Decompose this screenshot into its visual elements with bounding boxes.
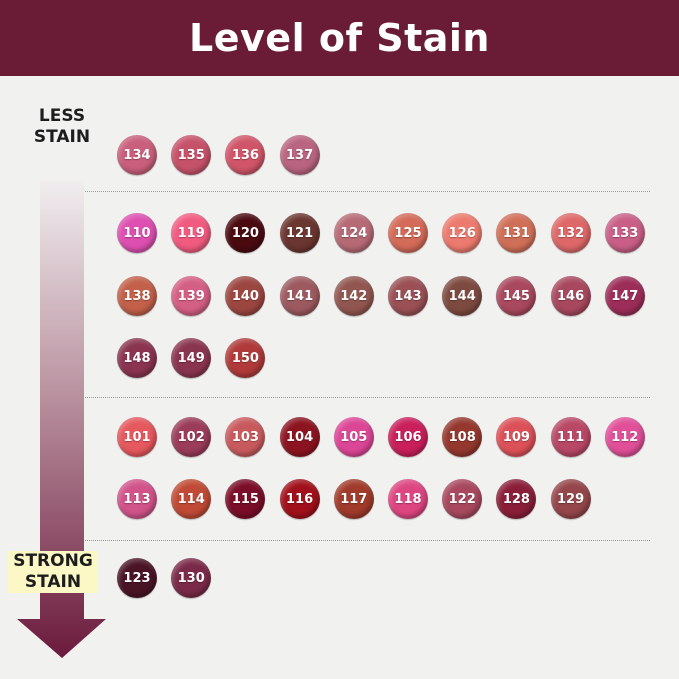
shade-swatch-123: 123 (117, 558, 157, 598)
shade-swatch-137: 137 (279, 135, 320, 175)
group-divider (85, 397, 650, 398)
shade-swatch-147: 147 (604, 276, 645, 316)
page-title: Level of Stain (189, 16, 490, 60)
shade-swatch-129: 129 (550, 479, 591, 519)
shade-swatch-135: 135 (171, 135, 212, 175)
strong-stain-label: STRONG STAIN (8, 551, 98, 593)
shade-swatch-105: 105 (333, 417, 374, 457)
shade-swatch-139: 139 (171, 276, 212, 316)
shade-swatch-145: 145 (496, 276, 537, 316)
shade-swatch-143: 143 (388, 276, 428, 316)
shade-swatch-132: 132 (550, 213, 591, 253)
shade-swatch-111: 111 (550, 417, 591, 457)
shade-swatch-131: 131 (496, 213, 537, 253)
shade-swatch-138: 138 (117, 276, 157, 316)
shade-swatch-101: 101 (117, 417, 157, 457)
shade-swatch-148: 148 (117, 338, 157, 378)
shade-swatch-142: 142 (333, 276, 374, 316)
shade-swatch-109: 109 (496, 417, 537, 457)
shade-swatch-106: 106 (388, 417, 428, 457)
shade-swatch-125: 125 (388, 213, 428, 253)
shade-swatch-103: 103 (225, 417, 266, 457)
shade-swatch-117: 117 (333, 479, 374, 519)
title-banner: Level of Stain (0, 0, 679, 76)
group-divider (85, 191, 650, 192)
shade-swatch-136: 136 (225, 135, 266, 175)
shade-swatch-119: 119 (171, 213, 212, 253)
shade-swatch-112: 112 (604, 417, 645, 457)
shade-swatch-114: 114 (171, 479, 212, 519)
shade-swatch-120: 120 (225, 213, 266, 253)
group-divider (85, 540, 650, 541)
shade-swatch-140: 140 (225, 276, 266, 316)
stain-scale-arrow (17, 180, 106, 658)
shade-swatch-115: 115 (225, 479, 266, 519)
shade-swatch-128: 128 (496, 479, 537, 519)
strong-stain-text: STRONG STAIN (8, 551, 98, 593)
shade-swatch-118: 118 (388, 479, 428, 519)
shade-swatch-102: 102 (171, 417, 212, 457)
shade-swatch-130: 130 (171, 558, 212, 598)
shade-swatch-104: 104 (279, 417, 320, 457)
shade-swatch-121: 121 (279, 213, 320, 253)
shade-swatch-122: 122 (442, 479, 483, 519)
shade-swatch-144: 144 (442, 276, 483, 316)
shade-swatch-124: 124 (333, 213, 374, 253)
shade-swatch-116: 116 (279, 479, 320, 519)
shade-swatch-150: 150 (225, 338, 266, 378)
shade-swatch-133: 133 (604, 213, 645, 253)
shade-swatch-126: 126 (442, 213, 483, 253)
shade-swatch-113: 113 (117, 479, 157, 519)
less-stain-label: LESS STAIN (33, 106, 91, 147)
shade-swatch-108: 108 (442, 417, 483, 457)
shade-swatch-110: 110 (117, 213, 157, 253)
shade-swatch-141: 141 (279, 276, 320, 316)
shade-swatch-149: 149 (171, 338, 212, 378)
shade-swatch-146: 146 (550, 276, 591, 316)
shade-swatch-134: 134 (117, 135, 157, 175)
